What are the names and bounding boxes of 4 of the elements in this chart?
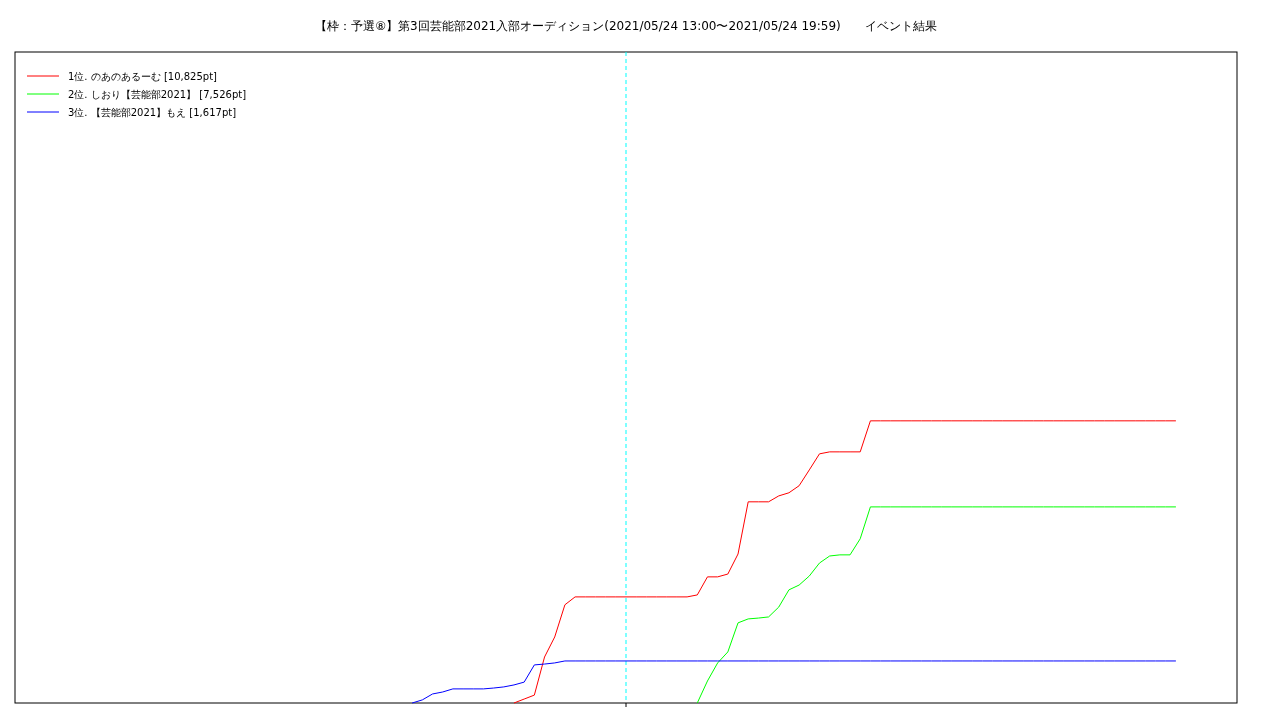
legend-label: 3位. 【芸能部2021】もえ [1,617pt]: [68, 107, 237, 118]
chart-title: 【枠：予選⑧】第3回芸能部2021入部オーディション(2021/05/24 13:00〜2021/05/24 19:59) イベント結果: [315, 19, 937, 33]
legend-label: 1位. のあのあるーむ [10,825pt]: [68, 71, 218, 82]
legend-label: 2位. しおり【芸能部2021】 [7,526pt]: [68, 89, 247, 100]
